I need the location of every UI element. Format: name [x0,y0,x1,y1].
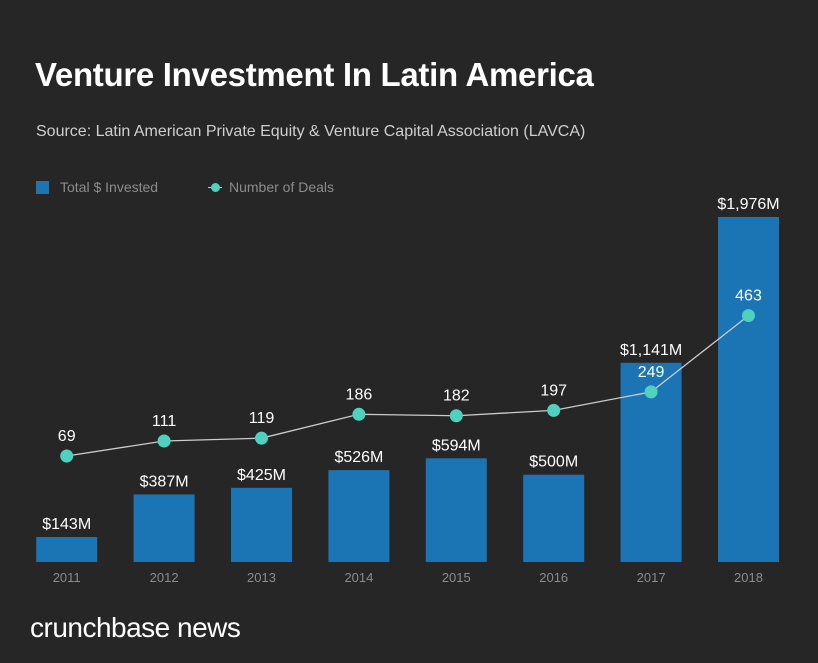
deals-point-2016 [547,403,561,417]
x-tick-2015: 2015 [442,570,471,585]
deals-value-label-2014: 186 [346,386,373,403]
x-tick-2017: 2017 [637,570,666,585]
x-tick-2016: 2016 [539,570,568,585]
deals-point-2011 [60,449,74,463]
legend-label-number-of-deals: Number of Deals [229,179,335,195]
bar-2011 [36,537,98,562]
x-tick-2012: 2012 [150,570,179,585]
bar-value-label-2015: $594M [432,437,481,454]
legend-item-number-of-deals[interactable]: Number of Deals [208,179,334,195]
deals-line [66,315,749,457]
bar-value-label-2017: $1,141M [620,342,682,359]
deals-value-label-2013: 119 [249,410,275,427]
x-tick-2011: 2011 [53,570,81,585]
bar-2015 [425,458,487,562]
deals-point-2018 [742,309,755,323]
legend-label-total-invested: Total $ Invested [60,179,159,195]
bar-value-label-2016: $500M [529,454,578,471]
bar-2013 [231,487,292,562]
deals-point-2017 [644,385,658,399]
deals-point-2013 [255,431,268,445]
legend-item-total-invested[interactable]: Total $ Invested [36,179,158,195]
deals-value-label-2016: 197 [540,382,567,399]
chart-title: Venture Investment In Latin America [35,56,594,93]
bar-2014 [328,470,390,562]
x-tick-2013: 2013 [247,570,276,585]
bar-2016 [523,474,585,562]
line-marker-swatch-icon [208,182,222,194]
bar-value-label-2014: $526M [334,449,383,466]
bar-2012 [133,494,195,562]
deals-value-label-2012: 111 [152,413,176,430]
combo-chart: $143M $387M $425M $526M $594M $500M $1,141M $1,… [36,196,780,585]
bar-value-label-2012: $387M [140,473,189,490]
bar-2018 [718,217,779,562]
deals-value-label-2017: 249 [638,364,665,381]
deals-value-label-2018: 463 [735,288,762,305]
x-tick-2014: 2014 [344,570,373,585]
deals-point-2015 [449,409,463,423]
deals-value-label-2011: 69 [58,428,76,445]
chart-subtitle: Source: Latin American Private Equity & … [36,123,586,140]
bar-value-label-2013: $425M [237,467,286,484]
x-tick-2018: 2018 [734,570,763,585]
deals-point-2014 [352,407,366,421]
bar-value-label-2011: $143M [42,516,91,533]
brand-logo: crunchbase news [30,612,241,643]
deals-point-2012 [157,434,171,448]
bar-swatch-icon [36,181,49,194]
bar-value-label-2018: $1,976M [717,196,779,213]
deals-value-label-2015: 182 [443,388,470,405]
